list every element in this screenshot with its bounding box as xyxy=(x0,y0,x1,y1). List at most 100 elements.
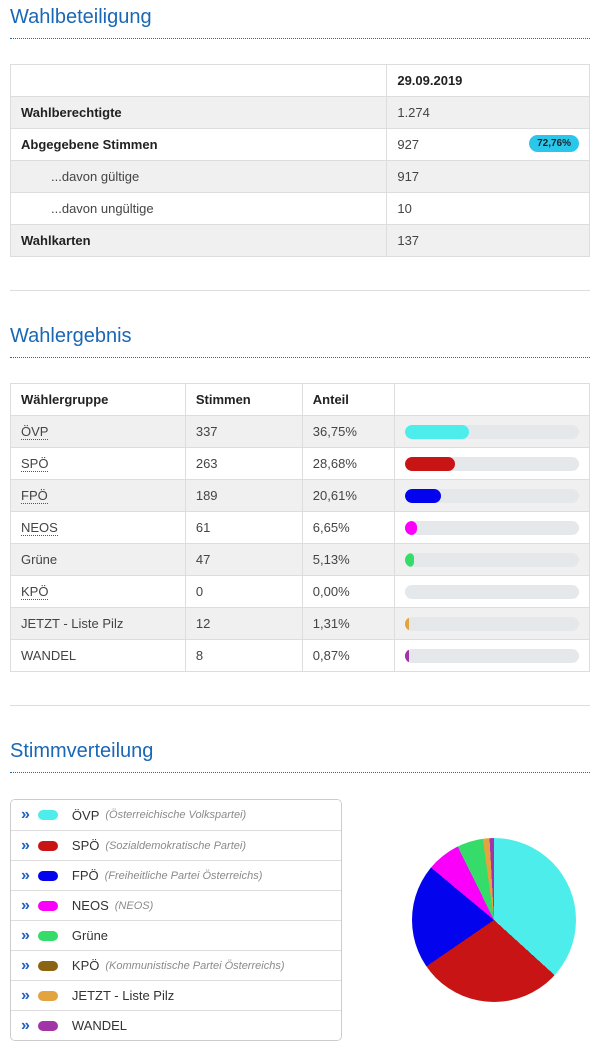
party-votes: 337 xyxy=(184,415,303,448)
party-share: 0,00% xyxy=(301,575,396,608)
result-row: SPÖ 263 28,68% xyxy=(10,447,590,480)
party-votes: 12 xyxy=(184,607,303,640)
results-table: Wählergruppe Stimmen Anteil ÖVP 337 36,7… xyxy=(10,383,590,672)
double-chevron-icon: » xyxy=(21,1016,30,1034)
section-results: Wahlergebnis Wählergruppe Stimmen Anteil… xyxy=(10,325,590,672)
legend-party-name: Grüne xyxy=(71,928,109,943)
turnout-header-date: 29.09.2019 xyxy=(386,64,590,97)
result-row: KPÖ 0 0,00% xyxy=(10,575,590,608)
party-name[interactable]: ÖVP xyxy=(21,424,49,440)
double-chevron-icon: » xyxy=(21,926,30,944)
share-bar-track xyxy=(405,424,579,439)
party-votes: 8 xyxy=(184,639,303,672)
result-row: FPÖ 189 20,61% xyxy=(10,479,590,512)
legend-party-name: SPÖ xyxy=(71,838,100,853)
party-name: JETZT - Liste Pilz xyxy=(21,616,124,631)
table-row: Wahlberechtigte 1.274 xyxy=(9,96,590,129)
result-row: ÖVP 337 36,75% xyxy=(10,415,590,448)
share-bar-track xyxy=(405,648,579,663)
party-share: 28,68% xyxy=(301,447,396,480)
party-share: 0,87% xyxy=(301,639,396,672)
party-votes: 61 xyxy=(184,511,303,544)
results-header-votes: Stimmen xyxy=(184,383,303,416)
party-name[interactable]: NEOS xyxy=(21,520,58,536)
turnout-value-abgegebene-number: 927 xyxy=(397,137,420,152)
party-votes: 47 xyxy=(184,543,303,576)
turnout-value-gueltige: 917 xyxy=(386,160,590,193)
party-share: 5,13% xyxy=(301,543,396,576)
legend-color-pill xyxy=(37,900,58,911)
legend-party-fullname: (Kommunistische Partei Österreichs) xyxy=(105,959,285,972)
legend-item[interactable]: » FPÖ (Freiheitliche Partei Österreichs) xyxy=(11,860,341,890)
party-name[interactable]: KPÖ xyxy=(21,584,49,600)
table-row: ...davon gültige 917 xyxy=(9,160,590,193)
turnout-header-empty xyxy=(9,64,388,97)
legend-party-name: WANDEL xyxy=(71,1018,128,1033)
double-chevron-icon: » xyxy=(21,956,30,974)
share-bar-fill xyxy=(405,648,410,663)
turnout-label-abgegebene: Abgegebene Stimmen xyxy=(9,128,388,161)
party-votes: 189 xyxy=(184,479,303,512)
party-name[interactable]: SPÖ xyxy=(21,456,49,472)
share-bar-track xyxy=(405,488,579,503)
legend-item[interactable]: » SPÖ (Sozialdemokratische Partei) xyxy=(11,830,341,860)
party-share: 1,31% xyxy=(301,607,396,640)
legend-item[interactable]: » Grüne xyxy=(11,920,341,950)
party-share: 6,65% xyxy=(301,511,396,544)
legend-item[interactable]: » ÖVP (Österreichische Volkspartei) xyxy=(11,800,341,830)
turnout-table: 29.09.2019 Wahlberechtigte 1.274 Abgegeb… xyxy=(9,64,590,257)
table-row: Wahlkarten 137 xyxy=(9,224,590,257)
share-bar-fill xyxy=(405,520,417,535)
party-votes: 0 xyxy=(184,575,303,608)
share-bar-fill xyxy=(405,616,410,631)
turnout-percentage-badge: 72,76% xyxy=(529,135,579,152)
turnout-label-ungueltige: ...davon ungültige xyxy=(9,192,388,225)
legend-party-fullname: (Freiheitliche Partei Österreichs) xyxy=(104,869,263,882)
legend-party-fullname: (NEOS) xyxy=(114,899,154,912)
result-row: JETZT - Liste Pilz 12 1,31% xyxy=(10,607,590,640)
legend-party-fullname: (Österreichische Volkspartei) xyxy=(105,809,247,821)
turnout-value-ungueltige: 10 xyxy=(386,192,590,225)
share-bar-fill xyxy=(405,552,415,567)
pie-chart-container xyxy=(412,838,576,1002)
double-chevron-icon: » xyxy=(21,866,30,884)
share-bar-track xyxy=(405,616,579,631)
table-row: ...davon ungültige 10 xyxy=(9,192,590,225)
party-votes: 263 xyxy=(184,447,303,480)
legend-party-name: ÖVP xyxy=(71,807,100,823)
turnout-header-row: 29.09.2019 xyxy=(9,64,590,97)
results-header-row: Wählergruppe Stimmen Anteil xyxy=(10,383,590,416)
legend-party-fullname: (Sozialdemokratische Partei) xyxy=(105,839,246,852)
legend-item[interactable]: » WANDEL xyxy=(11,1010,341,1040)
legend-item[interactable]: » NEOS (NEOS) xyxy=(11,890,341,920)
legend-color-pill xyxy=(37,930,58,941)
turnout-label-wahlberechtigte: Wahlberechtigte xyxy=(9,96,388,129)
share-bar-fill xyxy=(405,488,442,503)
legend-color-pill xyxy=(37,870,58,881)
legend-party-name: KPÖ xyxy=(71,958,100,973)
section-distribution: Stimmverteilung » ÖVP (Österreichische V… xyxy=(10,740,590,1041)
section-divider xyxy=(10,290,590,291)
results-header-party: Wählergruppe xyxy=(10,383,186,416)
party-name[interactable]: FPÖ xyxy=(21,488,48,504)
legend-party-name: FPÖ xyxy=(71,868,99,883)
party-name: WANDEL xyxy=(21,648,77,663)
party-share: 20,61% xyxy=(301,479,396,512)
double-chevron-icon: » xyxy=(21,806,30,823)
distribution-content: » ÖVP (Österreichische Volkspartei) » SP… xyxy=(10,799,590,1041)
share-bar-track xyxy=(405,456,579,471)
result-row: NEOS 61 6,65% xyxy=(10,511,590,544)
turnout-label-gueltige: ...davon gültige xyxy=(9,160,388,193)
table-row: Abgegebene Stimmen 72,76% 927 xyxy=(9,128,590,161)
legend-item[interactable]: » KPÖ (Kommunistische Partei Österreichs… xyxy=(11,950,341,980)
party-name: Grüne xyxy=(21,552,58,567)
party-legend: » ÖVP (Österreichische Volkspartei) » SP… xyxy=(10,799,342,1041)
results-header-bar xyxy=(394,383,590,416)
legend-item[interactable]: » JETZT - Liste Pilz xyxy=(11,980,341,1010)
turnout-value-wahlberechtigte: 1.274 xyxy=(386,96,590,129)
legend-party-name: JETZT - Liste Pilz xyxy=(71,988,175,1003)
share-bar-track xyxy=(405,520,579,535)
legend-color-pill xyxy=(37,1020,58,1031)
section-divider xyxy=(10,705,590,706)
